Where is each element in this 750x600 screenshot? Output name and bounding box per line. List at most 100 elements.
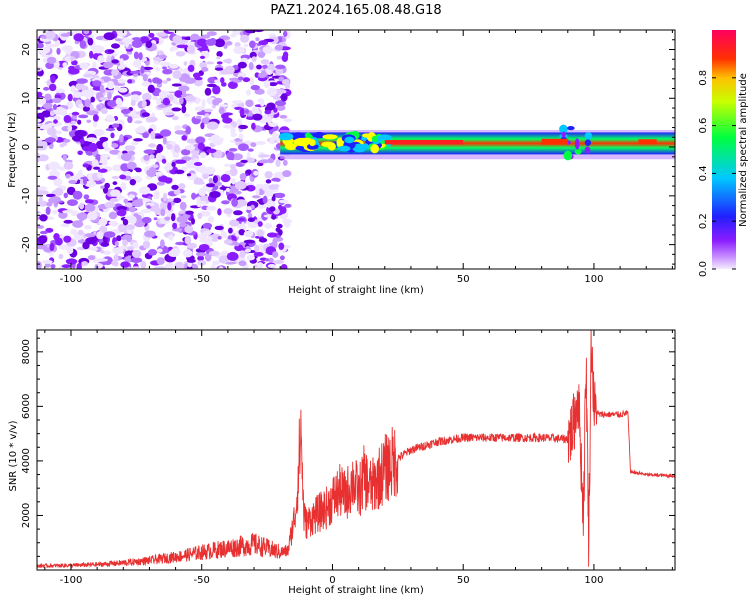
- noise-blob: [245, 99, 254, 108]
- noise-blob: [238, 229, 246, 236]
- noise-blob: [193, 78, 203, 87]
- noise-blob: [109, 189, 121, 197]
- noise-blob: [141, 216, 152, 224]
- noise-blob: [65, 173, 71, 179]
- noise-blob: [67, 199, 78, 207]
- noise-blob: [232, 30, 238, 36]
- noise-blob: [153, 217, 158, 221]
- noise-blob: [39, 214, 48, 222]
- noise-blob: [239, 173, 247, 181]
- noise-blob: [173, 188, 181, 195]
- noise-blob: [247, 212, 253, 219]
- noise-blob: [60, 108, 68, 117]
- noise-blob: [254, 244, 260, 253]
- noise-blob: [62, 154, 67, 161]
- noise-blob: [265, 200, 276, 208]
- y-tick-label: 6000: [21, 394, 32, 419]
- noise-blob: [135, 168, 142, 173]
- noise-blob: [262, 46, 274, 54]
- noise-blob: [52, 115, 62, 121]
- noise-blob: [63, 235, 72, 243]
- noise-blob: [49, 83, 57, 92]
- noise-blob: [244, 249, 251, 253]
- noise-blob: [173, 144, 180, 153]
- noise-blob: [251, 122, 256, 130]
- noise-blob: [167, 30, 180, 33]
- noise-blob: [84, 224, 92, 230]
- noise-blob: [269, 206, 276, 212]
- noise-blob: [266, 69, 273, 75]
- noise-blob: [226, 251, 239, 261]
- noise-blob: [87, 255, 96, 261]
- noise-blob: [46, 127, 57, 136]
- noise-blob: [185, 125, 191, 135]
- noise-blob: [100, 241, 110, 247]
- noise-blob: [77, 150, 83, 156]
- noise-blob: [92, 61, 97, 70]
- noise-blob: [281, 54, 289, 62]
- noise-blob: [245, 157, 256, 163]
- noise-blob: [174, 90, 184, 98]
- noise-blob: [77, 119, 82, 125]
- noise-blob: [117, 209, 127, 217]
- noise-blob: [153, 190, 160, 200]
- noise-blob: [84, 199, 94, 204]
- noise-blob: [84, 203, 96, 212]
- noise-blob: [278, 199, 289, 204]
- noise-blob: [142, 240, 151, 249]
- noise-blob: [228, 148, 238, 152]
- noise-blob: [239, 250, 246, 258]
- noise-blob: [68, 68, 80, 75]
- noise-blob: [96, 231, 104, 240]
- noise-blob: [211, 238, 219, 242]
- noise-blob: [284, 203, 292, 208]
- y-tick-label: -20: [21, 236, 32, 252]
- noise-blob: [99, 136, 109, 142]
- noise-blob: [109, 149, 121, 155]
- noise-blob: [191, 192, 197, 200]
- noise-blob: [164, 263, 172, 269]
- noise-blob: [261, 65, 269, 69]
- noise-blob: [46, 202, 53, 207]
- noise-blob: [250, 142, 257, 148]
- noise-blob: [253, 252, 264, 257]
- band-blob: [563, 150, 573, 161]
- colorbar-ticks: 0.0 0.2 0.4 0.6 0.8: [698, 70, 736, 277]
- noise-blob: [126, 224, 135, 231]
- noise-blob: [155, 135, 164, 139]
- noise-blob: [45, 227, 54, 233]
- noise-blob: [63, 192, 68, 199]
- noise-blob: [202, 222, 213, 229]
- noise-blob: [146, 205, 151, 209]
- noise-blob: [73, 33, 84, 42]
- noise-blob: [133, 51, 139, 60]
- x-tick-label: -50: [194, 274, 210, 285]
- noise-blob: [212, 85, 221, 95]
- noise-blob: [112, 247, 124, 255]
- noise-blob: [212, 98, 220, 106]
- x-tick-label: -100: [60, 274, 83, 285]
- noise-blob: [207, 76, 217, 84]
- noise-blob: [214, 225, 224, 231]
- noise-blob: [206, 205, 217, 211]
- noise-blob: [142, 73, 148, 82]
- noise-blob: [100, 185, 105, 189]
- noise-blob: [85, 237, 97, 245]
- noise-blob: [86, 110, 99, 116]
- figure-title: PAZ1.2024.165.08.48.G18: [270, 3, 441, 18]
- noise-blob: [218, 255, 229, 264]
- noise-blob: [172, 222, 178, 230]
- noise-blob: [63, 138, 71, 143]
- noise-blob: [37, 112, 48, 117]
- noise-blob: [244, 30, 257, 34]
- noise-blob: [48, 161, 60, 171]
- noise-blob: [82, 176, 88, 186]
- y-tick-label: 2000: [21, 503, 32, 528]
- noise-blob: [47, 56, 57, 64]
- noise-blob: [233, 46, 245, 55]
- noise-blob: [272, 251, 279, 258]
- noise-blob: [218, 266, 224, 269]
- noise-blob: [107, 49, 115, 53]
- noise-blob: [37, 97, 47, 105]
- noise-blob: [250, 84, 260, 91]
